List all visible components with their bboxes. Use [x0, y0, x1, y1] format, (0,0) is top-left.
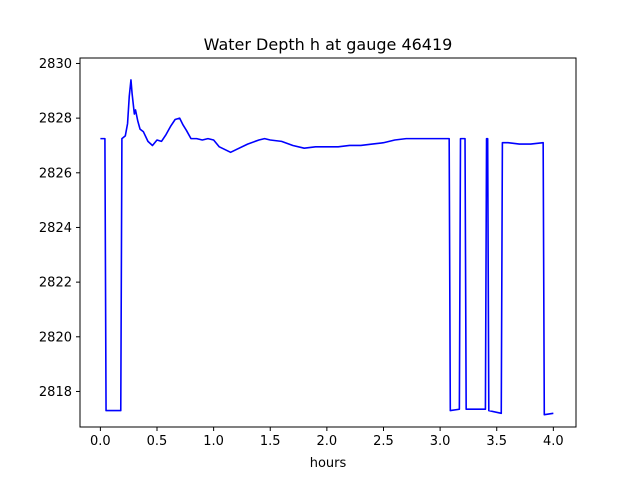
- x-tick-label: 2.5: [373, 434, 394, 449]
- x-tick-label: 1.0: [203, 434, 224, 449]
- y-tick-label: 2818: [39, 385, 72, 400]
- y-tick-label: 2824: [39, 221, 72, 236]
- x-axis-ticks: 0.0 0.5 1.0 1.5 2.0 2.5 3.0 3.5 4.0: [90, 427, 564, 449]
- y-tick-label: 2826: [39, 166, 72, 181]
- series-line: [100, 79, 554, 416]
- x-tick-label: 0.5: [147, 434, 168, 449]
- chart-title: Water Depth h at gauge 46419: [204, 35, 453, 54]
- x-axis-label: hours: [310, 456, 347, 471]
- x-tick-label: 3.0: [430, 434, 451, 449]
- y-tick-label: 2830: [39, 57, 72, 72]
- series-group: [100, 79, 554, 416]
- y-tick-label: 2822: [39, 276, 72, 291]
- y-tick-label: 2828: [39, 112, 72, 127]
- x-tick-label: 0.0: [90, 434, 111, 449]
- x-tick-label: 1.5: [260, 434, 281, 449]
- y-tick-label: 2820: [39, 330, 72, 345]
- plot-area-frame: [79, 57, 577, 428]
- y-axis-ticks: 2818 2820 2822 2824 2826 2828 2830: [39, 57, 80, 400]
- x-tick-label: 4.0: [543, 434, 564, 449]
- x-tick-label: 3.5: [486, 434, 507, 449]
- x-tick-label: 2.0: [317, 434, 338, 449]
